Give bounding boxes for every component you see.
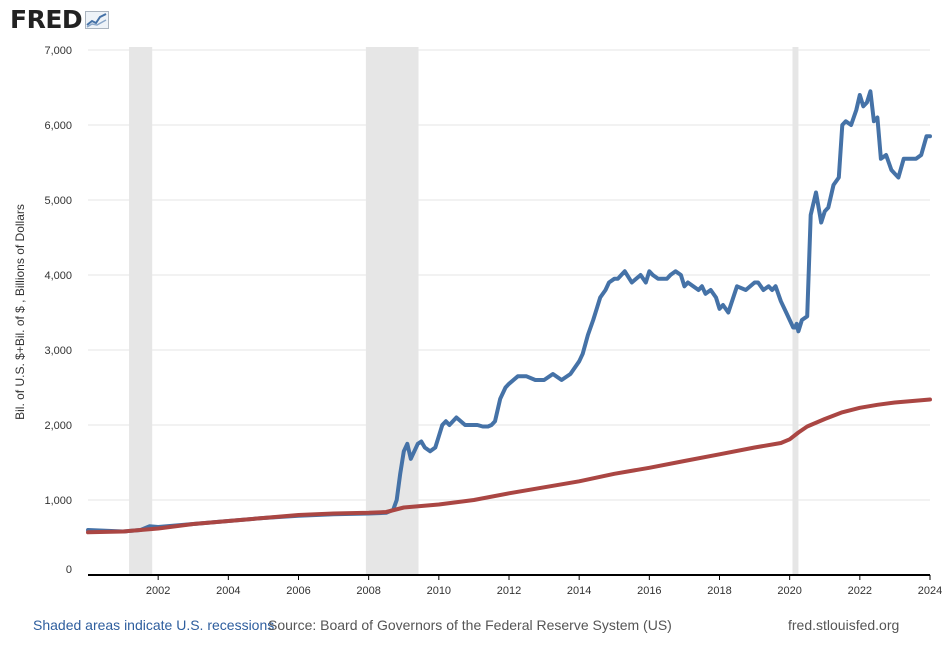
x-tick-label: 2006 — [286, 585, 310, 597]
y-tick-label: 6,000 — [44, 120, 72, 132]
x-tick-label: 2020 — [777, 585, 801, 597]
y-tick-label: 4,000 — [44, 270, 72, 282]
x-tick-label: 2014 — [567, 585, 591, 597]
recession-note-link[interactable]: Shaded areas indicate U.S. recessions — [33, 617, 275, 633]
y-tick-label: 3,000 — [44, 345, 72, 357]
fred-chart-icon — [85, 11, 110, 29]
line-chart: 0 1,000 2,000 3,000 4,000 5,000 6,000 7,000 200… — [13, 45, 942, 597]
recession-band — [792, 47, 799, 575]
recession-band — [365, 47, 419, 575]
y-tick-labels: 0 1,000 2,000 3,000 4,000 5,000 6,000 7,000 — [44, 45, 72, 576]
y-tick-label: 7,000 — [44, 45, 72, 57]
x-tick-label: 2016 — [637, 585, 661, 597]
fred-logo-text: FRED — [10, 5, 83, 34]
series-line-1 — [86, 89, 932, 534]
fred-url[interactable]: fred.stlouisfed.org — [788, 617, 900, 633]
x-tick-label: 2008 — [356, 585, 380, 597]
x-tick-label: 2022 — [848, 585, 872, 597]
y-tick-label: 2,000 — [44, 420, 72, 432]
series-line-2 — [86, 397, 932, 535]
y-axis-label: Bil. of U.S. $+Bil. of $ , Billions of D… — [13, 204, 27, 420]
x-tick-label: 2024 — [918, 585, 942, 597]
x-tick-label: 2010 — [427, 585, 451, 597]
fred-logo[interactable]: FRED — [10, 5, 110, 34]
x-tick-labels: 2002 2004 2006 2008 2010 2012 2014 2016 2018 2020… — [146, 575, 942, 597]
x-tick-label: 2018 — [707, 585, 731, 597]
x-tick-label: 2004 — [216, 585, 240, 597]
recession-band — [129, 47, 153, 575]
x-tick-label: 2012 — [497, 585, 521, 597]
y-tick-label: 0 — [66, 564, 72, 576]
source-note: Source: Board of Governors of the Federa… — [268, 617, 672, 633]
series-layer — [86, 89, 932, 535]
recession-shading-layer — [129, 47, 799, 575]
grid-lines — [88, 49, 930, 501]
x-tick-label: 2002 — [146, 585, 170, 597]
y-tick-label: 1,000 — [44, 495, 72, 507]
y-tick-label: 5,000 — [44, 195, 72, 207]
